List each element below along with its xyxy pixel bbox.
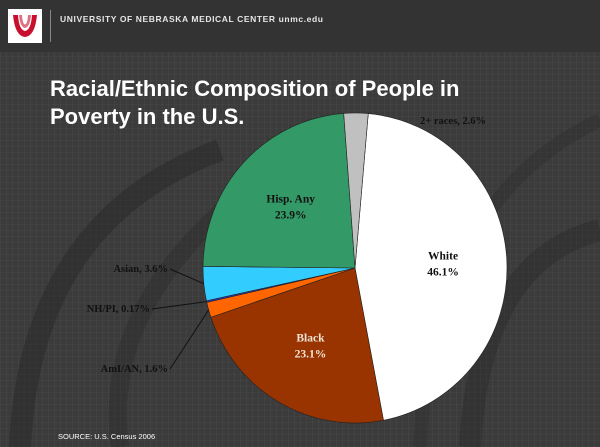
slice-value-black: 23.1%	[295, 349, 327, 361]
leader-line-ami-an	[169, 309, 210, 370]
leader-line-nh-pi	[151, 301, 207, 310]
slice-name-white: White	[428, 250, 458, 262]
pie-slice-black	[210, 267, 384, 424]
source-note: SOURCE: U.S. Census 2006	[58, 432, 156, 441]
org-name: UNIVERSITY OF NEBRASKA MEDICAL CENTER un…	[60, 14, 324, 24]
pie-slice-hisp-any	[202, 113, 356, 269]
slice-label-asian: Asian, 3.6%	[113, 264, 168, 275]
pie-slice-white	[354, 113, 508, 421]
slice-name-hisp-any: Hisp. Any	[266, 193, 315, 205]
pie-slice-2-races	[343, 112, 369, 269]
header-divider	[50, 10, 51, 42]
slide-title-line2: Poverty in the U.S.	[50, 104, 245, 129]
slice-label-2-races: 2+ races, 2.6%	[420, 116, 486, 127]
unmc-logo-icon	[8, 9, 42, 43]
slice-label-nh-pi: NH/PI, 0.17%	[87, 304, 150, 315]
slice-value-hisp-any: 23.9%	[275, 209, 307, 221]
slice-label-ami-an: AmI/AN, 1.6%	[101, 364, 168, 375]
slice-value-white: 46.1%	[427, 266, 459, 278]
header-bar: UNIVERSITY OF NEBRASKA MEDICAL CENTER un…	[0, 0, 600, 52]
slide-title: Racial/Ethnic Composition of People in P…	[50, 75, 570, 131]
leader-line-asian	[169, 268, 204, 285]
slide-title-line1: Racial/Ethnic Composition of People in	[50, 76, 460, 101]
slice-name-black: Black	[296, 333, 325, 345]
